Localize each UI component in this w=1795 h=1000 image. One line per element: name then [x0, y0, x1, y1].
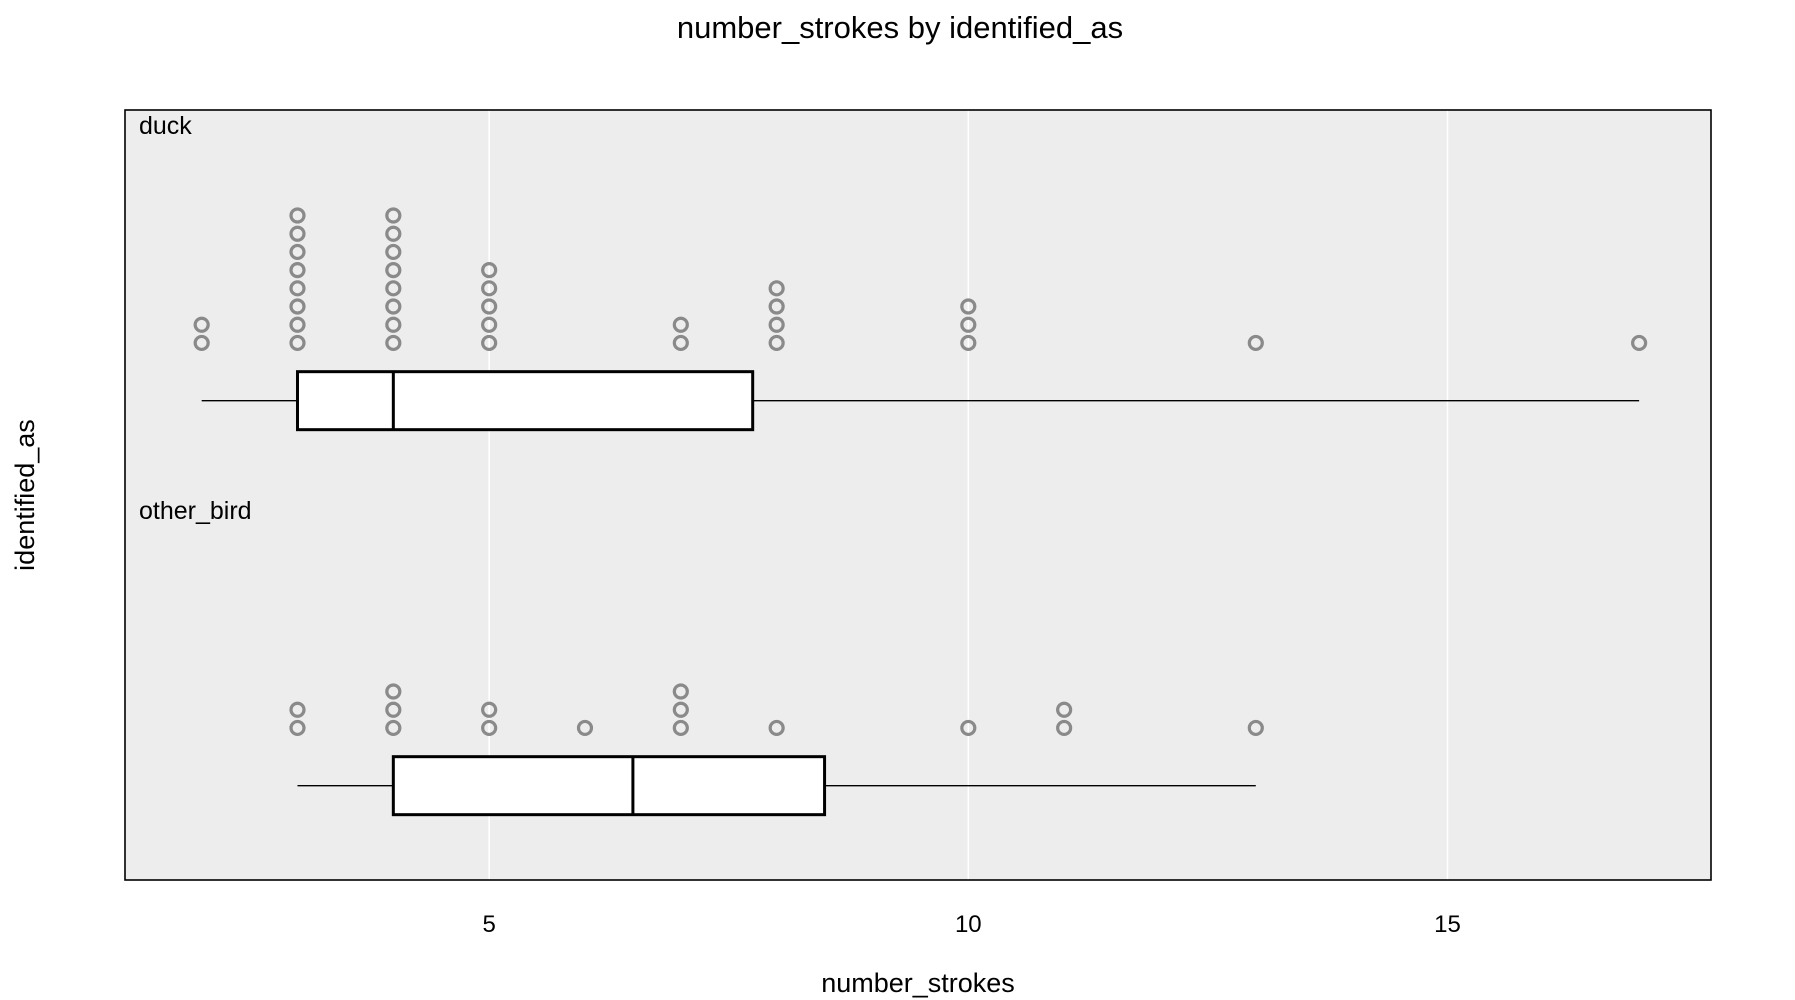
- data-point: [768, 334, 785, 352]
- data-point: [289, 701, 306, 718]
- data-point: [481, 262, 498, 279]
- data-point: [1247, 719, 1264, 737]
- box-iqr: [295, 370, 755, 432]
- data-point: [960, 719, 977, 737]
- data-point: [481, 280, 498, 297]
- data-point: [481, 334, 498, 352]
- data-point: [385, 316, 402, 333]
- data-point: [576, 719, 594, 737]
- group-other-bird: other_bird: [139, 497, 1264, 817]
- data-point: [385, 683, 402, 700]
- data-point: [481, 298, 498, 315]
- data-point: [481, 701, 498, 718]
- gridlines: [488, 110, 1449, 880]
- data-point: [289, 719, 306, 737]
- data-point: [289, 280, 306, 297]
- data-point: [289, 262, 306, 279]
- data-point: [385, 701, 402, 718]
- data-point: [193, 316, 210, 333]
- data-point: [672, 719, 689, 737]
- box-iqr: [391, 755, 827, 817]
- data-point: [289, 225, 306, 242]
- data-point: [385, 298, 402, 315]
- data-point: [672, 334, 689, 352]
- data-point: [193, 334, 210, 352]
- group-label: other_bird: [139, 497, 252, 525]
- data-point: [385, 334, 402, 352]
- plot-panel: [125, 110, 1711, 880]
- data-point: [289, 334, 306, 352]
- box-groups: duck other_bird: [139, 112, 1648, 817]
- data-point: [289, 207, 306, 224]
- x-tick-label: 10: [955, 911, 982, 938]
- data-point: [385, 262, 402, 279]
- data-point: [289, 316, 306, 333]
- data-point: [481, 719, 498, 737]
- data-point: [768, 280, 785, 297]
- y-axis-label: identified_as: [10, 419, 40, 571]
- chart-title: number_strokes by identified_as: [677, 10, 1123, 45]
- data-point: [385, 225, 402, 242]
- data-point: [672, 701, 689, 718]
- data-point: [289, 243, 306, 261]
- data-point: [385, 243, 402, 261]
- data-point: [960, 298, 977, 315]
- plot-panel-border: [124, 109, 1712, 881]
- data-point: [1247, 334, 1264, 352]
- data-point: [1056, 719, 1073, 737]
- group-duck: duck: [139, 112, 1648, 432]
- x-tick-label: 5: [482, 911, 495, 938]
- data-point: [672, 316, 689, 333]
- x-axis-ticks: 5 10 15: [482, 911, 1460, 938]
- data-point: [1631, 334, 1648, 352]
- data-point: [1056, 701, 1073, 718]
- data-point: [289, 298, 306, 315]
- data-point: [960, 334, 977, 352]
- data-point: [768, 719, 785, 737]
- data-point: [385, 207, 402, 224]
- group-label: duck: [139, 112, 192, 140]
- x-axis-label: number_strokes: [821, 968, 1015, 998]
- data-point: [768, 298, 785, 315]
- data-point: [481, 316, 498, 333]
- data-point: [768, 316, 785, 333]
- data-point: [385, 280, 402, 297]
- x-tick-label: 15: [1434, 911, 1461, 938]
- data-point: [960, 316, 977, 333]
- data-point: [672, 683, 689, 700]
- data-point: [385, 719, 402, 737]
